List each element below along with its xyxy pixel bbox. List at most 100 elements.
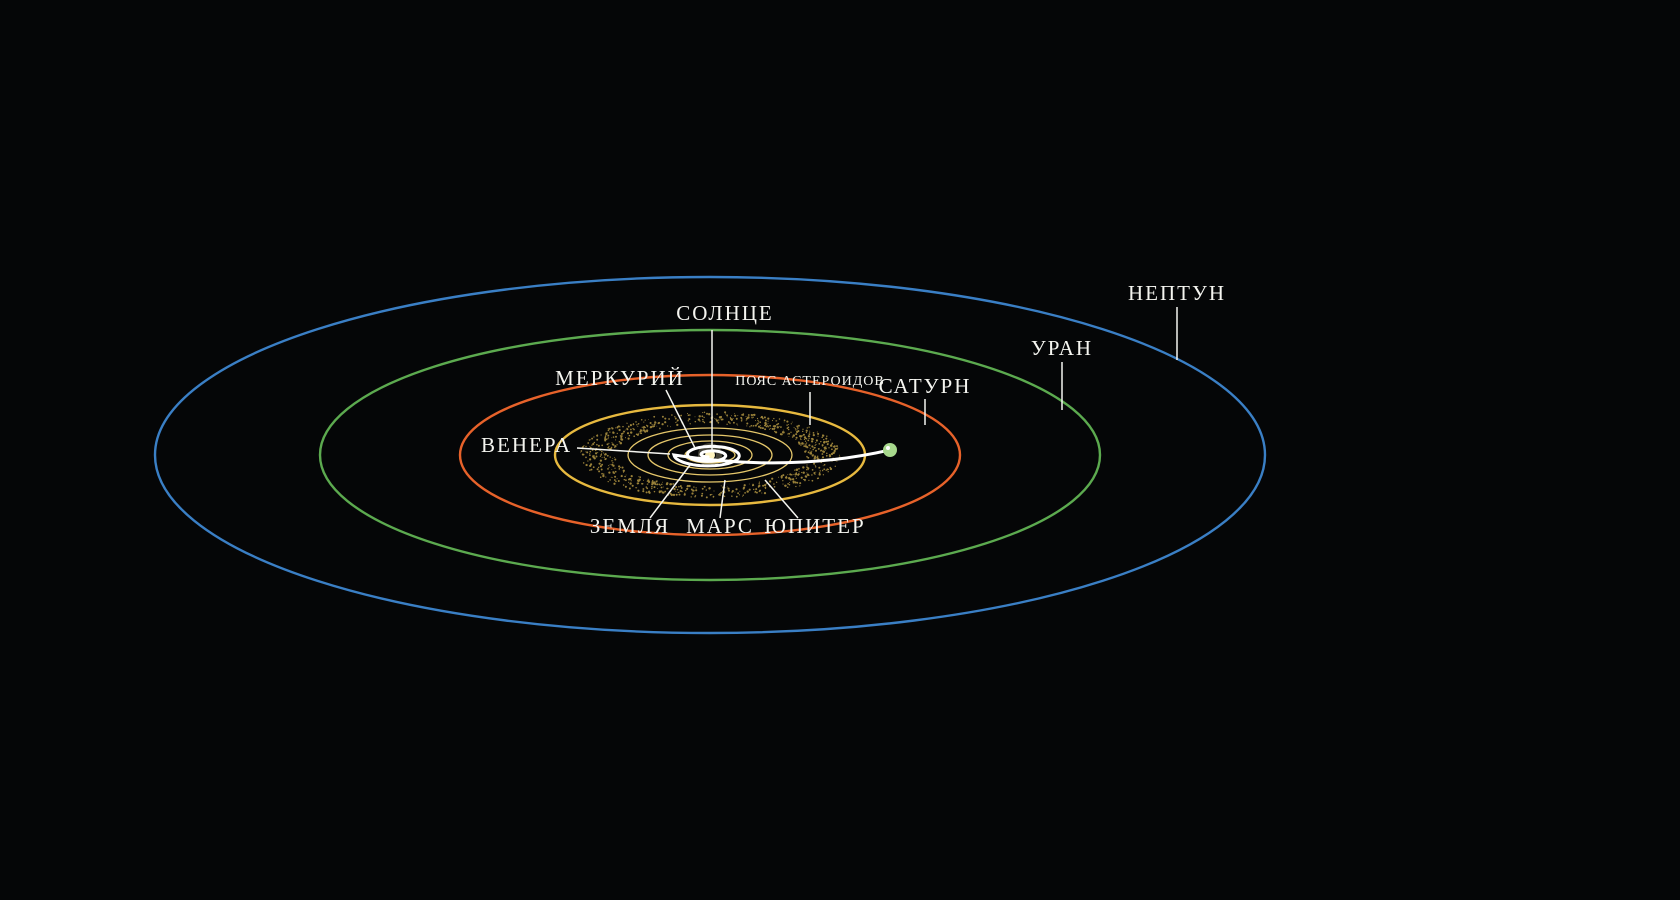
asteroid-dot xyxy=(593,436,594,437)
asteroid-dot xyxy=(592,455,594,457)
asteroid-dot xyxy=(618,465,620,467)
label-jupiter: ЮПИТЕР xyxy=(764,514,865,538)
asteroid-dot xyxy=(608,481,609,482)
asteroid-dot xyxy=(688,418,690,420)
asteroid-dot xyxy=(645,420,646,421)
asteroid-dot xyxy=(792,422,793,423)
asteroid-dot xyxy=(607,447,609,449)
asteroid-dot xyxy=(808,438,809,439)
asteroid-dot xyxy=(680,485,682,487)
asteroid-dot xyxy=(641,433,642,434)
asteroid-dot xyxy=(811,474,812,475)
asteroid-dot xyxy=(806,464,807,465)
asteroid-dot xyxy=(825,438,827,440)
asteroid-dot xyxy=(626,428,627,429)
asteroid-dot xyxy=(828,447,829,448)
asteroid-dot xyxy=(627,433,628,434)
asteroid-dot xyxy=(787,474,788,475)
asteroid-dot xyxy=(756,423,758,425)
asteroid-dot xyxy=(736,423,737,424)
asteroid-dot xyxy=(661,487,663,489)
asteroid-dot xyxy=(616,444,617,445)
asteroid-dot xyxy=(823,441,825,443)
asteroid-dot xyxy=(658,422,660,424)
asteroid-dot xyxy=(651,488,652,489)
asteroid-dot xyxy=(817,433,819,435)
asteroid-dot xyxy=(816,457,818,459)
asteroid-dot xyxy=(787,487,789,489)
asteroid-dot xyxy=(788,429,790,431)
asteroid-dot xyxy=(613,436,615,438)
asteroid-dot xyxy=(798,442,800,444)
spacecraft-highlight xyxy=(886,446,890,450)
asteroid-dot xyxy=(713,497,714,498)
asteroid-dot xyxy=(645,427,646,428)
asteroid-dot xyxy=(801,435,803,437)
asteroid-dot xyxy=(811,451,812,452)
asteroid-dot xyxy=(806,430,808,432)
asteroid-dot xyxy=(731,420,732,421)
asteroid-dot xyxy=(611,442,612,443)
asteroid-dot xyxy=(779,426,780,427)
asteroid-dot xyxy=(793,474,794,475)
asteroid-dot xyxy=(830,439,831,440)
asteroid-dot xyxy=(612,462,613,463)
asteroid-dot xyxy=(818,448,819,449)
asteroid-dot xyxy=(589,453,590,454)
asteroid-dot xyxy=(637,482,639,484)
asteroid-dot xyxy=(598,445,600,447)
asteroid-dot xyxy=(718,494,719,495)
asteroid-dot xyxy=(684,494,686,496)
asteroid-dot xyxy=(755,488,757,490)
asteroid-dot xyxy=(737,425,738,426)
asteroid-dot xyxy=(733,422,735,424)
asteroid-dot xyxy=(699,420,700,421)
asteroid-dot xyxy=(730,417,731,418)
asteroid-dot xyxy=(600,476,602,478)
asteroid-dot xyxy=(643,422,644,423)
asteroid-dot xyxy=(640,430,642,432)
asteroid-dot xyxy=(757,420,758,421)
asteroid-dot xyxy=(601,473,603,475)
asteroid-dot xyxy=(792,480,794,482)
asteroid-dot xyxy=(590,463,592,465)
asteroid-dot xyxy=(807,457,809,459)
asteroid-dot xyxy=(702,419,703,420)
asteroid-dot xyxy=(598,470,600,472)
asteroid-dot xyxy=(752,417,753,418)
asteroid-dot xyxy=(638,476,639,477)
asteroid-dot xyxy=(782,484,783,485)
asteroid-dot xyxy=(676,494,678,496)
asteroid-dot xyxy=(704,422,705,423)
asteroid-dot xyxy=(605,432,607,434)
asteroid-dot xyxy=(765,420,767,422)
asteroid-dot xyxy=(796,437,798,439)
asteroid-dot xyxy=(771,478,773,480)
asteroid-dot xyxy=(664,418,666,420)
asteroid-dot xyxy=(776,420,777,421)
asteroid-dot xyxy=(753,425,755,427)
asteroid-dot xyxy=(580,452,581,453)
asteroid-dot xyxy=(695,487,696,488)
asteroid-dot xyxy=(776,424,778,426)
asteroid-dot xyxy=(796,469,798,471)
asteroid-dot xyxy=(694,496,695,497)
asteroid-dot xyxy=(830,445,832,447)
asteroid-dot xyxy=(753,414,754,415)
asteroid-dot xyxy=(598,467,599,468)
asteroid-dot xyxy=(594,442,596,444)
asteroid-dot xyxy=(788,436,789,437)
asteroid-dot xyxy=(822,434,824,436)
asteroid-dot xyxy=(657,480,658,481)
asteroid-dot xyxy=(591,438,593,440)
asteroid-dot xyxy=(774,431,775,432)
asteroid-dot xyxy=(799,485,800,486)
asteroid-dot xyxy=(810,452,812,454)
asteroid-dot xyxy=(772,420,773,421)
asteroid-dot xyxy=(787,425,788,426)
asteroid-dot xyxy=(758,421,759,422)
asteroid-dot xyxy=(800,439,801,440)
asteroid-dot xyxy=(751,425,753,427)
asteroid-dot xyxy=(797,429,798,430)
asteroid-dot xyxy=(788,433,790,435)
